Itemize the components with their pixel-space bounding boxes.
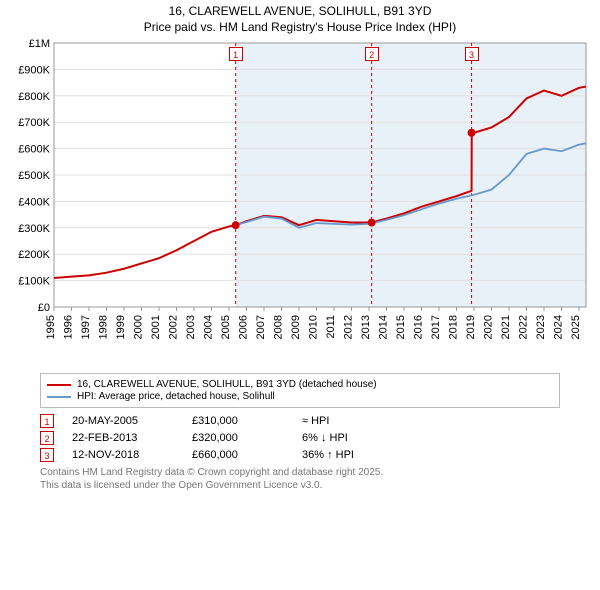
svg-text:2007: 2007 [255, 315, 267, 339]
legend-label: HPI: Average price, detached house, Soli… [77, 391, 275, 402]
sale-date: 12-NOV-2018 [72, 449, 192, 461]
sale-price: £310,000 [192, 415, 302, 427]
sale-price: £320,000 [192, 432, 302, 444]
title-block: 16, CLAREWELL AVENUE, SOLIHULL, B91 3YD … [0, 0, 600, 37]
sale-price: £660,000 [192, 449, 302, 461]
svg-text:£200K: £200K [18, 249, 50, 261]
legend-swatch [47, 384, 71, 386]
svg-text:£0: £0 [38, 302, 50, 314]
svg-text:£500K: £500K [18, 170, 50, 182]
svg-text:£900K: £900K [18, 65, 50, 77]
legend-item: HPI: Average price, detached house, Soli… [47, 391, 553, 402]
sale-delta: 6% ↓ HPI [302, 432, 412, 444]
svg-text:2022: 2022 [518, 315, 530, 339]
legend-swatch [47, 396, 71, 398]
sale-delta: ≈ HPI [302, 415, 412, 427]
svg-text:2012: 2012 [343, 315, 355, 339]
title-line-2: Price paid vs. HM Land Registry's House … [0, 20, 600, 36]
sale-row: 2 22-FEB-2013£320,0006% ↓ HPI [40, 431, 560, 445]
svg-text:2009: 2009 [290, 315, 302, 339]
svg-text:2017: 2017 [430, 315, 442, 339]
svg-text:2013: 2013 [360, 315, 372, 339]
svg-text:£700K: £700K [18, 117, 50, 129]
sale-number: 2 [40, 431, 54, 445]
sales-table: 1 20-MAY-2005£310,000≈ HPI 2 22-FEB-2013£32… [40, 414, 560, 462]
svg-text:1996: 1996 [63, 315, 75, 339]
svg-text:2021: 2021 [500, 315, 512, 339]
svg-text:2000: 2000 [133, 315, 145, 339]
svg-text:1998: 1998 [98, 315, 110, 339]
svg-text:2003: 2003 [185, 315, 197, 339]
svg-text:£100K: £100K [18, 276, 50, 288]
footer: Contains HM Land Registry data © Crown c… [40, 466, 560, 492]
svg-text:2004: 2004 [203, 315, 215, 339]
svg-text:2014: 2014 [378, 315, 390, 339]
svg-text:£300K: £300K [18, 223, 50, 235]
legend-label: 16, CLAREWELL AVENUE, SOLIHULL, B91 3YD … [77, 379, 377, 390]
footer-line-1: Contains HM Land Registry data © Crown c… [40, 466, 560, 479]
chart-area: £0 £100K £200K £300K £400K £500K £600K £700K £80… [10, 37, 590, 367]
chart-container: 16, CLAREWELL AVENUE, SOLIHULL, B91 3YD … [0, 0, 600, 492]
sale-delta: 36% ↑ HPI [302, 449, 412, 461]
legend: 16, CLAREWELL AVENUE, SOLIHULL, B91 3YD … [40, 373, 560, 408]
svg-text:2008: 2008 [273, 315, 285, 339]
sale-number: 1 [40, 414, 54, 428]
sale-date: 22-FEB-2013 [72, 432, 192, 444]
svg-text:2023: 2023 [535, 315, 547, 339]
svg-text:2018: 2018 [448, 315, 460, 339]
sale-date: 20-MAY-2005 [72, 415, 192, 427]
svg-text:2015: 2015 [395, 315, 407, 339]
svg-text:1995: 1995 [45, 315, 57, 339]
svg-text:2016: 2016 [413, 315, 425, 339]
svg-text:2002: 2002 [168, 315, 180, 339]
chart-svg: £0 £100K £200K £300K £400K £500K £600K £700K £80… [10, 37, 590, 367]
svg-text:2010: 2010 [308, 315, 320, 339]
svg-text:2024: 2024 [553, 315, 565, 339]
sale-row: 3 12-NOV-2018£660,00036% ↑ HPI [40, 448, 560, 462]
svg-text:2005: 2005 [220, 315, 232, 339]
sale-marker-3: 3 [465, 47, 479, 61]
svg-text:£800K: £800K [18, 91, 50, 103]
sale-marker-2: 2 [365, 47, 379, 61]
svg-text:2019: 2019 [465, 315, 477, 339]
sale-row: 1 20-MAY-2005£310,000≈ HPI [40, 414, 560, 428]
footer-line-2: This data is licensed under the Open Gov… [40, 479, 560, 492]
svg-text:1997: 1997 [80, 315, 92, 339]
svg-text:2001: 2001 [150, 315, 162, 339]
sale-marker-1: 1 [229, 47, 243, 61]
svg-text:1999: 1999 [115, 315, 127, 339]
svg-text:2025: 2025 [570, 315, 582, 339]
svg-text:2020: 2020 [483, 315, 495, 339]
title-line-1: 16, CLAREWELL AVENUE, SOLIHULL, B91 3YD [0, 4, 600, 20]
svg-text:2011: 2011 [325, 315, 337, 339]
svg-text:2006: 2006 [238, 315, 250, 339]
svg-text:£1M: £1M [29, 38, 50, 50]
sale-number: 3 [40, 448, 54, 462]
svg-text:£600K: £600K [18, 144, 50, 156]
svg-text:£400K: £400K [18, 197, 50, 209]
legend-item: 16, CLAREWELL AVENUE, SOLIHULL, B91 3YD … [47, 379, 553, 390]
